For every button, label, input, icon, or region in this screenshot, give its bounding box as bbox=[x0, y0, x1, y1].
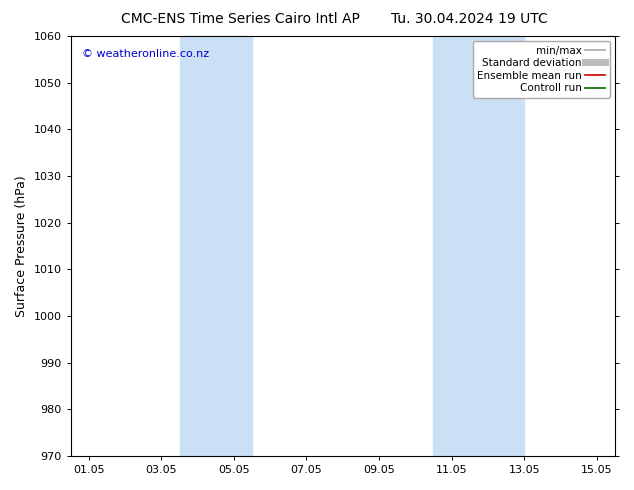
Bar bbox=[179, 36, 252, 456]
Text: © weatheronline.co.nz: © weatheronline.co.nz bbox=[82, 49, 209, 59]
Y-axis label: Surface Pressure (hPa): Surface Pressure (hPa) bbox=[15, 175, 28, 317]
Text: Tu. 30.04.2024 19 UTC: Tu. 30.04.2024 19 UTC bbox=[391, 12, 548, 26]
Text: CMC-ENS Time Series Cairo Intl AP: CMC-ENS Time Series Cairo Intl AP bbox=[122, 12, 360, 26]
Legend: min/max, Standard deviation, Ensemble mean run, Controll run: min/max, Standard deviation, Ensemble me… bbox=[472, 41, 610, 98]
Bar bbox=[434, 36, 524, 456]
